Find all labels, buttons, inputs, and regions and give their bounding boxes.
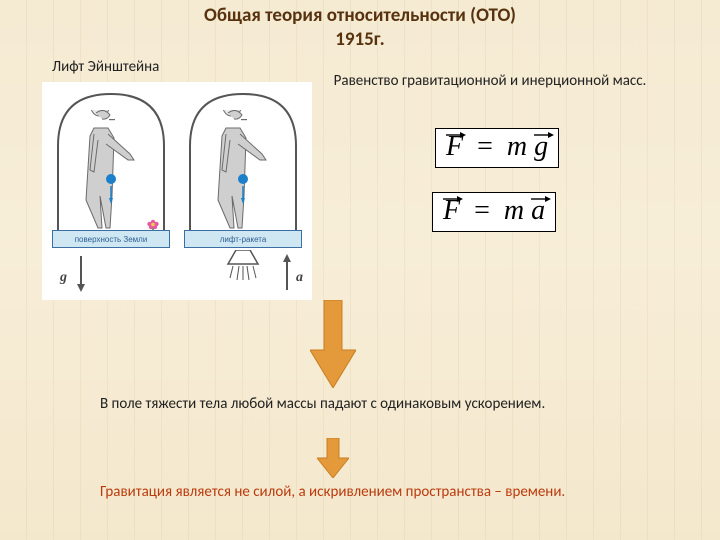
formula-f-mg: F = m g [435, 128, 559, 168]
elevator-panel-rocket: лифт-ракета [184, 88, 302, 248]
ball-arrow-right [241, 186, 245, 204]
thruster-icon [226, 250, 260, 280]
statement-equal-fall: В поле тяжести тела любой массы падают с… [100, 395, 640, 415]
title-line1: Общая теория относительности (ОТО) [204, 4, 516, 27]
falling-ball-right [238, 174, 248, 184]
floor-caption-earth: поверхность Земли [52, 230, 170, 248]
formula1-m: m [507, 131, 527, 162]
down-arrow-large [310, 300, 356, 388]
a-arrow-icon [282, 254, 292, 292]
falling-ball-left [106, 174, 116, 184]
slide-title: Общая теория относительности (ОТО) 1915г… [0, 4, 720, 52]
down-arrow-small [317, 438, 349, 478]
statement-curvature: Гравитация является не силой, а искривле… [100, 483, 660, 503]
formula2-m: m [504, 195, 524, 226]
subtitle-elevator: Лифт Эйнштейна [52, 58, 159, 76]
a-label: a [296, 270, 303, 286]
ball-arrow-left [109, 186, 113, 204]
elevator-diagram: поверхность Земли лифт-ракета g a [42, 82, 312, 300]
g-label: g [60, 270, 67, 286]
subtitle-masses: Равенство гравитационной и инерционной м… [330, 72, 650, 92]
formula-f-ma: F = m a [432, 192, 556, 232]
elevator-panel-earth: поверхность Земли [52, 88, 170, 248]
g-arrow-icon [76, 254, 86, 292]
floor-caption-rocket: лифт-ракета [184, 230, 302, 248]
man-figure-right [208, 110, 278, 230]
man-figure-left [76, 110, 146, 230]
title-line2: 1915г. [335, 28, 385, 51]
